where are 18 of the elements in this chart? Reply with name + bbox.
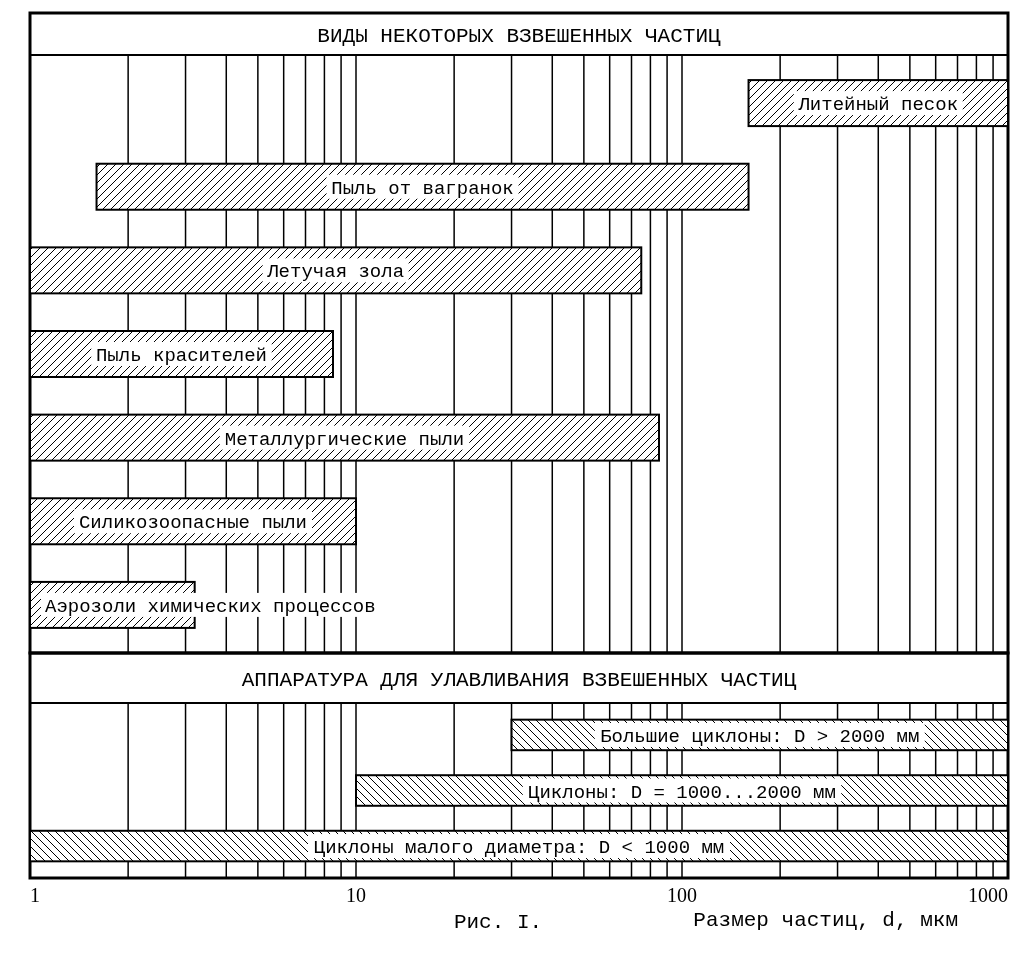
chart-title: АППАРАТУРА ДЛЯ УЛАВЛИВАНИЯ ВЗВЕШЕННЫХ ЧАСТИЦ xyxy=(241,669,797,692)
y-tick-label: Летучая зола xyxy=(266,261,405,284)
x-axis-title: Размер частиц, d, мкм xyxy=(693,909,958,932)
x-tick-label: 100 xyxy=(667,884,697,906)
chart-title: ВИДЫ НЕКОТОРЫХ ВЗВЕШЕННЫХ ЧАСТИЦ xyxy=(317,25,722,48)
x-tick-label: 1 xyxy=(30,884,40,906)
y-tick-label: Аэрозоли химических процессов xyxy=(45,595,376,618)
y-tick-label: Пыль красителей xyxy=(95,345,268,367)
x-tick-label: 10 xyxy=(346,884,366,906)
x-tick-label: 1000 xyxy=(968,884,1008,906)
y-tick-label: Силикозоопасные пыли xyxy=(78,512,308,535)
y-tick-label: Пыль от вагранок xyxy=(331,177,514,200)
text: Рис. I. xyxy=(453,911,543,934)
y-tick-label: Металлургические пыли xyxy=(224,428,465,451)
y-tick-label: Циклоны: D = 1000...2000 мм xyxy=(528,781,836,804)
y-tick-label: Циклоны малого диаметра: D < 1000 мм xyxy=(313,837,725,860)
y-tick-label: Большие циклоны: D > 2000 мм xyxy=(600,725,920,748)
y-tick-label: Литейный песок xyxy=(797,94,959,117)
